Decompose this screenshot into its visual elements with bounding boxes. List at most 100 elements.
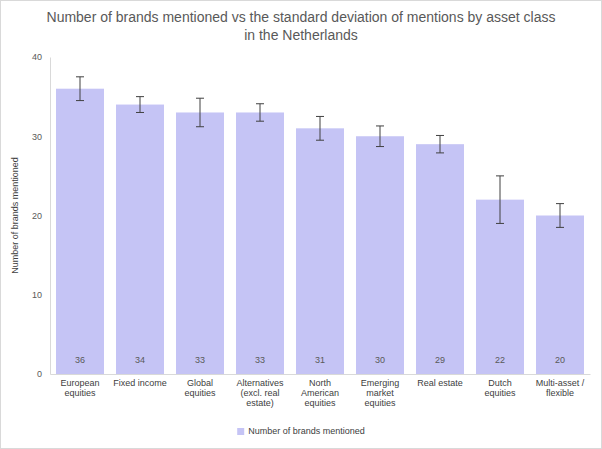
error-bar-cap xyxy=(376,125,384,126)
text-line: Global xyxy=(187,378,213,388)
x-tick-label: Europeanequities xyxy=(60,378,99,398)
error-bar-stem xyxy=(260,104,261,121)
error-bar-cap xyxy=(496,175,504,176)
text-line: Multi-asset / xyxy=(536,378,585,388)
x-tick: Multi-asset /flexible xyxy=(536,374,585,398)
bar xyxy=(416,144,464,374)
text-line: Fixed income xyxy=(113,378,167,388)
data-label: 33 xyxy=(255,355,265,365)
error-bar xyxy=(316,116,324,140)
legend-swatch xyxy=(237,428,244,435)
y-tick-label: 30 xyxy=(32,132,42,142)
error-bar-stem xyxy=(200,98,201,127)
bar xyxy=(476,200,524,374)
error-bars xyxy=(76,77,564,228)
x-tick-label: Dutchequities xyxy=(484,378,516,398)
error-bar xyxy=(136,97,144,113)
x-axis-line xyxy=(51,374,591,375)
error-bar-cap xyxy=(76,76,84,77)
x-tick: Globalequities xyxy=(184,374,216,398)
text-line: Real estate xyxy=(417,378,463,388)
text-line: Dutch xyxy=(488,378,512,388)
y-axis-line xyxy=(50,58,51,375)
text-line: market xyxy=(366,388,394,398)
error-bar-stem xyxy=(380,126,381,147)
error-bar-stem xyxy=(80,77,81,101)
y-tick: 30 xyxy=(32,132,50,142)
bar xyxy=(536,216,584,375)
x-tick: Real estate xyxy=(417,374,463,388)
legend-item: Number of brands mentioned xyxy=(237,426,365,436)
x-tick: Emergingmarketequities xyxy=(361,374,400,408)
text-line: Number of brands mentioned vs the standa… xyxy=(47,9,556,25)
x-axis: EuropeanequitiesFixed incomeGlobalequiti… xyxy=(51,374,591,408)
x-tick-label: NorthAmericanequities xyxy=(301,378,339,408)
plot: 010203040Number of brands mentioned36343… xyxy=(10,52,591,408)
data-labels: 363433333130292220 xyxy=(75,355,565,365)
title: Number of brands mentioned vs the standa… xyxy=(47,9,556,43)
error-bar-stem xyxy=(320,116,321,140)
bar xyxy=(356,136,404,374)
error-bar-stem xyxy=(140,97,141,113)
text-line: Alternatives xyxy=(236,378,284,388)
text-line: (excl. real xyxy=(240,388,279,398)
data-label: 33 xyxy=(195,355,205,365)
marks xyxy=(56,77,584,374)
chart: Number of brands mentioned vs the standa… xyxy=(0,0,602,449)
text-line: equities xyxy=(184,388,216,398)
x-tick-label: Alternatives(excl. realestate) xyxy=(236,378,284,408)
text-line: estate) xyxy=(246,398,274,408)
text-line: European xyxy=(60,378,99,388)
bar xyxy=(236,112,284,374)
error-bar-cap xyxy=(256,121,264,122)
error-bar xyxy=(196,98,204,127)
error-bar-cap xyxy=(556,227,564,228)
error-bar-stem xyxy=(500,176,501,224)
bar xyxy=(296,128,344,374)
y-axis-title: Number of brands mentioned xyxy=(10,157,20,274)
text-line: in the Netherlands xyxy=(244,27,358,43)
error-bar-cap xyxy=(196,98,204,99)
error-bar-stem xyxy=(560,204,561,228)
text-line: flexible xyxy=(546,388,574,398)
data-label: 34 xyxy=(135,355,145,365)
text-line: equities xyxy=(64,388,96,398)
legend-label: Number of brands mentioned xyxy=(248,426,365,436)
error-bar-stem xyxy=(440,135,441,152)
bars xyxy=(56,89,584,374)
background xyxy=(1,1,602,449)
error-bar-cap xyxy=(316,116,324,117)
error-bar-cap xyxy=(376,146,384,147)
data-label: 22 xyxy=(495,355,505,365)
error-bar-cap xyxy=(436,135,444,136)
data-label: 30 xyxy=(375,355,385,365)
bar xyxy=(176,112,224,374)
data-label: 36 xyxy=(75,355,85,365)
y-tick-label: 10 xyxy=(32,290,42,300)
text-line: equities xyxy=(364,398,396,408)
x-tick: Europeanequities xyxy=(60,374,99,398)
y-tick: 20 xyxy=(32,211,50,221)
error-bar-cap xyxy=(556,203,564,204)
error-bar-cap xyxy=(196,126,204,127)
error-bar-cap xyxy=(136,112,144,113)
error-bar xyxy=(556,204,564,228)
y-tick-label: 0 xyxy=(37,369,42,379)
y-tick-label: 20 xyxy=(32,211,42,221)
error-bar-cap xyxy=(436,152,444,153)
error-bar xyxy=(436,135,444,152)
error-bar xyxy=(376,126,384,147)
error-bar-cap xyxy=(136,96,144,97)
text-line: North xyxy=(309,378,331,388)
x-tick: Alternatives(excl. realestate) xyxy=(236,374,284,408)
x-tick-label: Multi-asset /flexible xyxy=(536,378,585,398)
data-label: 29 xyxy=(435,355,445,365)
x-tick: Dutchequities xyxy=(484,374,516,398)
x-tick-label: Fixed income xyxy=(113,378,167,388)
error-bar-cap xyxy=(316,140,324,141)
text-line: Emerging xyxy=(361,378,400,388)
legend: Number of brands mentioned xyxy=(237,426,365,436)
y-axis: 010203040 xyxy=(32,52,51,379)
bar xyxy=(56,89,104,374)
data-label: 31 xyxy=(315,355,325,365)
